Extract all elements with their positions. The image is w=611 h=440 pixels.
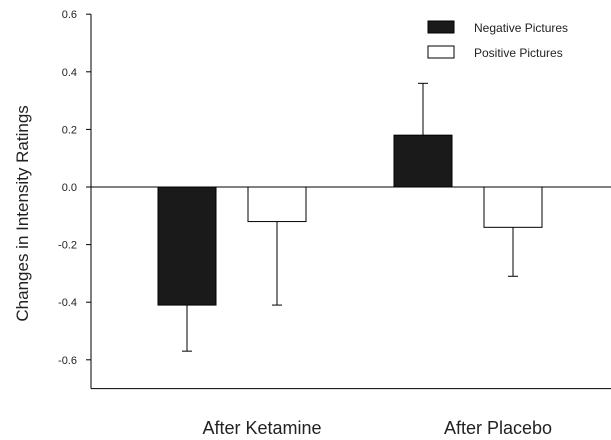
legend-label: Negative Pictures	[474, 21, 568, 35]
y-tick-label: 0.0	[62, 182, 77, 194]
x-category-label: After Placebo	[444, 418, 552, 438]
bar	[393, 134, 453, 188]
y-tick-label: -0.2	[58, 240, 77, 252]
x-category-label: After Ketamine	[202, 418, 321, 438]
y-axis-title: Changes in Intensity Ratings	[13, 105, 32, 321]
bar	[247, 186, 307, 223]
legend: Negative Pictures Positive Pictures	[427, 20, 568, 60]
legend-swatch	[427, 45, 455, 59]
bar	[483, 186, 543, 228]
y-tick-label: 0.2	[62, 124, 77, 136]
y-tick-label: -0.4	[58, 297, 77, 309]
y-tick-label: 0.4	[62, 67, 77, 79]
error-bars	[182, 82, 518, 352]
bars	[157, 134, 543, 306]
y-tick-label: 0.6	[62, 9, 77, 21]
legend-swatch	[427, 20, 455, 34]
labels: 0.6 0.4 0.2 0.0 -0.2 -0.4 -0.6 Changes in Inten…	[13, 9, 552, 438]
y-tick-label: -0.6	[58, 355, 77, 367]
bar	[157, 186, 217, 306]
legend-label: Positive Pictures	[474, 46, 563, 60]
